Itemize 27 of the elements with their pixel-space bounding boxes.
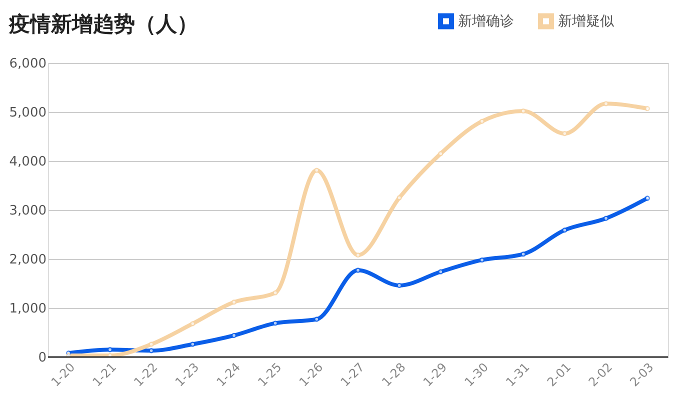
- point: [396, 282, 402, 288]
- point: [272, 320, 278, 326]
- point: [148, 342, 154, 347]
- point: [190, 321, 196, 326]
- point: [479, 118, 485, 124]
- point: [272, 290, 278, 296]
- point: [314, 168, 320, 173]
- point: [562, 227, 568, 233]
- chart-title: 疫情新增趋势（人）: [8, 12, 198, 36]
- point: [438, 269, 444, 274]
- point: [396, 195, 402, 200]
- legend-label: 新增确诊: [458, 13, 514, 30]
- point: [520, 252, 526, 257]
- point: [644, 196, 650, 201]
- point: [190, 342, 196, 347]
- point: [314, 316, 320, 322]
- y-tick-label: 2,000: [9, 252, 46, 268]
- point: [603, 216, 609, 221]
- y-tick-label: 3,000: [9, 204, 46, 218]
- y-tick-label: 5,000: [9, 106, 46, 120]
- y-tick-label: 1,000: [9, 302, 46, 316]
- point: [644, 106, 650, 112]
- y-tick-label: 0: [38, 350, 46, 366]
- point: [438, 151, 444, 156]
- y-tick-label: 6,000: [9, 56, 46, 72]
- y-tick-label: 4,000: [9, 154, 46, 170]
- legend-label: 新增疑似: [558, 13, 614, 30]
